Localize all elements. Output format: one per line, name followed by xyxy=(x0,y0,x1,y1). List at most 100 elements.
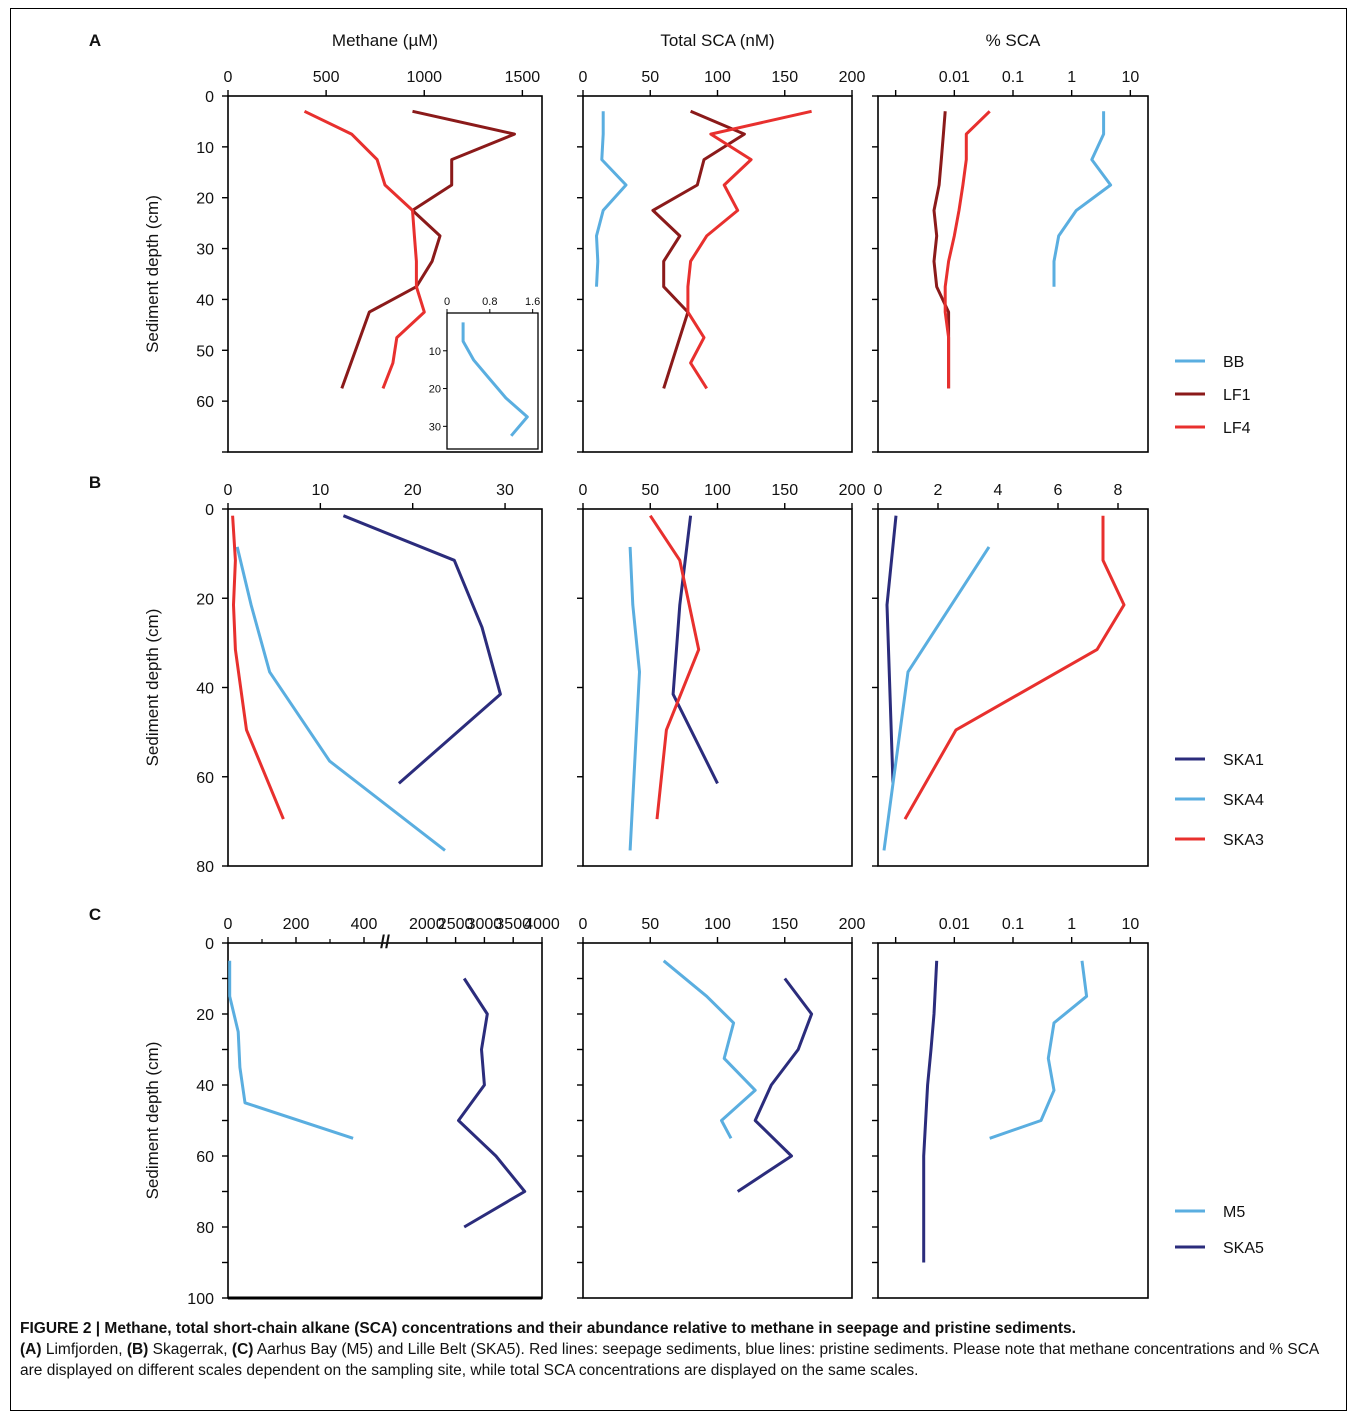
series-line-8-m5 xyxy=(662,959,757,1140)
series-line-4-ska3 xyxy=(231,515,285,820)
series-line-2-lf4 xyxy=(686,109,812,390)
y-tick-label-4-1: 20 xyxy=(196,591,214,608)
x-tick-label-5-1: 50 xyxy=(641,482,659,499)
y-tick-label-4-2: 40 xyxy=(196,681,214,698)
axis-break-mark: // xyxy=(380,932,390,952)
legend-label-ska1: SKA1 xyxy=(1223,752,1264,769)
y-tick-label-7-5: 100 xyxy=(187,1291,214,1308)
x-tick-label-0-0: 0 xyxy=(224,69,233,86)
inset-y-tick-label-1: 20 xyxy=(429,384,441,396)
panel-frame-6 xyxy=(877,508,1149,867)
x-tick-label-7-7: 4000 xyxy=(524,916,560,933)
y-tick-label-7-3: 60 xyxy=(196,1149,214,1166)
series-line-4-ska4 xyxy=(235,546,446,852)
x-tick-label-5-4: 200 xyxy=(839,482,866,499)
x-tick-label-9-3: 10 xyxy=(1121,916,1139,933)
caption-tag-c: (C) xyxy=(231,1341,254,1358)
panel-title-0: Methane (µM) xyxy=(332,31,438,50)
x-tick-label-0-2: 1000 xyxy=(406,69,442,86)
x-tick-label-0-3: 1500 xyxy=(505,69,541,86)
legend-label-ska3: SKA3 xyxy=(1223,832,1264,849)
series-line-3-bb xyxy=(1052,111,1113,287)
series-line-9-ska5 xyxy=(922,960,939,1263)
caption-tag-a: (A) xyxy=(20,1341,42,1358)
series-line-5-ska1 xyxy=(671,515,719,785)
series-line-2-bb xyxy=(595,111,628,287)
x-tick-label-4-2: 20 xyxy=(404,482,422,499)
x-tick-label-3-2: 1 xyxy=(1067,69,1076,86)
series-line-7-ska5 xyxy=(457,977,527,1229)
y-tick-label-0-4: 40 xyxy=(196,292,214,309)
x-tick-label-8-3: 150 xyxy=(771,916,798,933)
caption-tag-b: (B) xyxy=(126,1341,149,1358)
legend-label-lf1: LF1 xyxy=(1223,387,1251,404)
x-tick-label-7-2: 400 xyxy=(351,916,378,933)
y-axis-label-0: Sediment depth (cm) xyxy=(143,195,162,353)
series-line-9-m5 xyxy=(989,960,1089,1140)
x-tick-label-8-4: 200 xyxy=(839,916,866,933)
series-line-6-ska4 xyxy=(882,546,991,851)
x-tick-label-4-0: 0 xyxy=(224,482,233,499)
x-tick-label-7-3: 2000 xyxy=(409,916,445,933)
series-line-0-lf4 xyxy=(303,109,426,389)
panel-frame-0 xyxy=(227,95,543,453)
series-line-6-ska1 xyxy=(885,515,898,784)
figure-frame xyxy=(10,8,1347,1411)
y-tick-label-4-0: 0 xyxy=(205,502,214,519)
series-line-4-ska1 xyxy=(342,514,502,785)
x-tick-label-2-0: 0 xyxy=(579,69,588,86)
x-tick-label-3-3: 10 xyxy=(1121,69,1139,86)
panel-letter-c: C xyxy=(89,905,101,924)
y-tick-label-4-3: 60 xyxy=(196,770,214,787)
y-axis-label-7: Sediment depth (cm) xyxy=(143,1042,162,1200)
x-tick-label-7-5: 3000 xyxy=(467,916,503,933)
series-line-5-ska3 xyxy=(649,514,701,820)
y-axis-label-4: Sediment depth (cm) xyxy=(143,609,162,767)
panel-frame-7 xyxy=(227,942,543,1299)
x-tick-label-6-2: 4 xyxy=(994,482,1003,499)
x-tick-label-2-1: 50 xyxy=(641,69,659,86)
caption-text-b: Skagerrak, xyxy=(148,1341,232,1358)
x-tick-label-7-4: 2500 xyxy=(438,916,474,933)
series-line-2-lf1 xyxy=(651,109,746,389)
inset-x-tick-label-2: 1.6 xyxy=(525,296,540,308)
x-tick-label-6-1: 2 xyxy=(934,482,943,499)
series-line-7-m5 xyxy=(228,960,354,1140)
inset-y-tick-label-0: 10 xyxy=(429,346,441,358)
y-tick-label-0-1: 10 xyxy=(196,140,214,157)
x-tick-label-7-1: 200 xyxy=(283,916,310,933)
panel-frame-3 xyxy=(877,95,1149,453)
y-tick-label-7-1: 20 xyxy=(196,1007,214,1024)
panel-title-2: Total SCA (nM) xyxy=(660,31,774,50)
inset-y-tick-label-2: 30 xyxy=(429,421,441,433)
x-tick-label-2-4: 200 xyxy=(839,69,866,86)
panel-letter-b: B xyxy=(89,473,101,492)
series-line-6-ska3 xyxy=(903,515,1126,820)
x-tick-label-6-4: 8 xyxy=(1114,482,1123,499)
x-tick-label-7-0: 0 xyxy=(224,916,233,933)
legend-label-m5: M5 xyxy=(1223,1204,1245,1221)
x-tick-label-0-1: 500 xyxy=(313,69,340,86)
y-tick-label-4-4: 80 xyxy=(196,859,214,876)
x-tick-label-3-1: 0.1 xyxy=(1002,69,1024,86)
panel-frame-5 xyxy=(582,508,853,867)
x-tick-label-3-0: 0.01 xyxy=(939,69,970,86)
y-tick-label-0-3: 30 xyxy=(196,242,214,259)
panel-frame-8 xyxy=(582,942,853,1299)
series-line-3-lf4 xyxy=(943,110,991,389)
x-tick-label-8-2: 100 xyxy=(704,916,731,933)
panel-title-3: % SCA xyxy=(986,31,1041,50)
y-tick-label-7-2: 40 xyxy=(196,1078,214,1095)
panel-frame-9 xyxy=(877,942,1149,1299)
x-tick-label-9-1: 0.1 xyxy=(1002,916,1024,933)
caption-text-a: Limfjorden, xyxy=(41,1341,127,1358)
x-tick-label-2-3: 150 xyxy=(771,69,798,86)
inset-x-tick-label-1: 0.8 xyxy=(482,296,497,308)
y-tick-label-0-6: 60 xyxy=(196,394,214,411)
y-tick-label-7-0: 0 xyxy=(205,936,214,953)
y-tick-label-0-0: 0 xyxy=(205,89,214,106)
y-tick-label-0-5: 50 xyxy=(196,343,214,360)
x-tick-label-5-0: 0 xyxy=(579,482,588,499)
y-tick-label-0-2: 20 xyxy=(196,191,214,208)
